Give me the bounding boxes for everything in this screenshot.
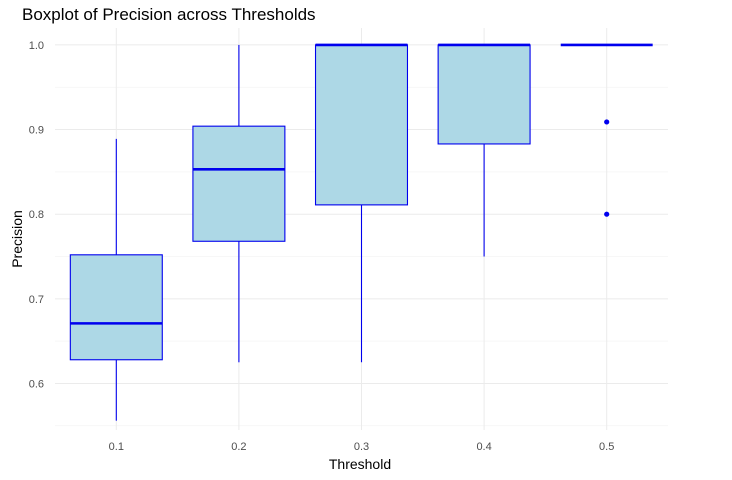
x-tick-label: 0.5 — [599, 441, 614, 453]
box-group — [560, 43, 653, 217]
outlier-point — [604, 119, 610, 125]
x-tick-label: 0.1 — [109, 441, 124, 453]
box-group — [314, 43, 409, 363]
box — [192, 125, 286, 242]
x-tick-label: 0.2 — [231, 441, 246, 453]
y-tick-label: 0.8 — [29, 209, 44, 221]
y-axis-title: Precision — [9, 210, 25, 268]
y-tick-label: 0.6 — [29, 378, 44, 390]
box — [69, 254, 163, 361]
box-group — [69, 138, 163, 421]
y-tick-label: 0.9 — [29, 125, 44, 137]
y-axis: 0.6 0.7 0.8 0.9 1.0 — [29, 40, 44, 391]
outlier-point — [604, 211, 610, 217]
x-tick-label: 0.3 — [354, 441, 369, 453]
box-group — [192, 44, 286, 363]
box-group — [437, 43, 531, 257]
boxplot-boxes — [69, 43, 653, 421]
x-axis-title: Threshold — [329, 456, 391, 472]
y-tick-label: 0.7 — [29, 294, 44, 306]
y-tick-label: 1.0 — [29, 40, 44, 52]
x-axis: 0.1 0.2 0.3 0.4 0.5 — [109, 441, 615, 453]
chart-title: Boxplot of Precision across Thresholds — [22, 5, 316, 24]
box — [314, 44, 409, 206]
x-tick-label: 0.4 — [476, 441, 491, 453]
box — [437, 44, 531, 145]
